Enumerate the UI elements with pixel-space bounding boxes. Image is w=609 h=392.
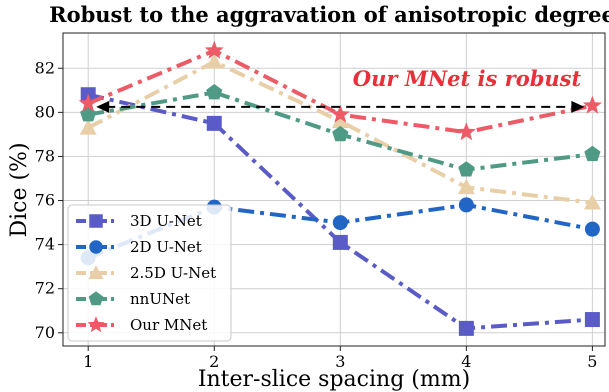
y-tick-label: 72: [35, 279, 55, 298]
data-point-2-5d-u-net: [331, 112, 349, 128]
data-point-2d-u-net: [458, 197, 474, 213]
y-tick-label: 82: [35, 58, 55, 77]
legend-item-our-mnet: Our MNet: [76, 316, 207, 334]
data-point-our-mnet: [204, 40, 224, 59]
legend-swatch-marker: [89, 214, 103, 228]
annotation-group: Our MNet is robust: [96, 66, 585, 113]
legend-label: 2.5D U-Net: [130, 264, 216, 282]
annotation-arrow-head-right: [571, 100, 585, 113]
data-point-2-5d-u-net: [205, 53, 223, 69]
x-tick-label: 2: [209, 352, 219, 371]
legend-label: 2D U-Net: [130, 238, 202, 256]
series: [78, 40, 602, 336]
data-point-3d-u-net: [206, 115, 222, 131]
y-tick-label: 76: [35, 191, 55, 210]
x-axis-label: Inter-slice spacing (mm): [198, 367, 470, 392]
x-tick-label: 4: [461, 352, 471, 371]
data-point-nnunet: [332, 125, 349, 142]
legend-swatch-marker: [89, 240, 103, 254]
annotation-arrow-head-left: [96, 100, 110, 113]
data-point-nnunet: [206, 84, 223, 100]
legend-item-2-5d-u-net: 2.5D U-Net: [76, 264, 216, 282]
annotation-text: Our MNet is robust: [353, 66, 582, 91]
x-tick-label: 5: [587, 352, 597, 371]
chart-title: Robust to the aggravation of anisotropic…: [49, 2, 609, 27]
data-point-2d-u-net: [332, 215, 348, 231]
y-tick-label: 78: [35, 146, 55, 165]
legend-swatch-marker: [87, 316, 105, 333]
series-3d-u-net: [80, 87, 600, 336]
data-point-nnunet: [584, 145, 601, 162]
x-tick-label: 1: [83, 352, 93, 371]
data-point-3d-u-net: [458, 320, 474, 336]
legend-label: Our MNet: [130, 316, 207, 334]
data-point-our-mnet: [78, 93, 98, 112]
data-point-our-mnet: [456, 122, 476, 141]
y-tick-label: 74: [35, 235, 55, 254]
data-point-3d-u-net: [584, 312, 600, 328]
y-tick-label: 80: [35, 102, 55, 121]
y-axis-label: Dice (%): [7, 142, 32, 237]
data-point-nnunet: [80, 106, 97, 122]
legend-item-2d-u-net: 2D U-Net: [76, 238, 202, 256]
axis-ticks: 1 2 3 4 5 70 72 74 76 78 80 82: [35, 58, 598, 371]
data-point-our-mnet: [582, 95, 602, 114]
series-nnunet: [80, 84, 601, 177]
legend-item-3d-u-net: 3D U-Net: [76, 212, 202, 230]
legend-box: [67, 204, 232, 342]
data-point-2d-u-net: [584, 221, 600, 237]
legend-swatch-marker: [88, 291, 104, 306]
legend-item-nnunet: nnUNet: [76, 290, 190, 308]
legend-label: nnUNet: [130, 290, 190, 308]
x-tick-label: 3: [335, 352, 345, 371]
data-point-2-5d-u-net: [583, 194, 601, 210]
series-2-5d-u-net: [79, 53, 601, 210]
y-tick-label: 70: [35, 323, 55, 342]
data-point-3d-u-net: [332, 234, 348, 250]
series-our-mnet: [78, 40, 602, 141]
data-point-our-mnet: [330, 104, 350, 123]
legend-swatch-marker: [88, 265, 104, 280]
data-point-2-5d-u-net: [79, 119, 97, 135]
legend: 3D U-Net 2D U-Net 2.5D U-Net nnUNet Our MNet: [67, 204, 232, 342]
data-point-nnunet: [458, 161, 475, 177]
legend-label: 3D U-Net: [130, 212, 202, 230]
data-point-2-5d-u-net: [457, 178, 475, 195]
plot-frame: [62, 32, 606, 347]
